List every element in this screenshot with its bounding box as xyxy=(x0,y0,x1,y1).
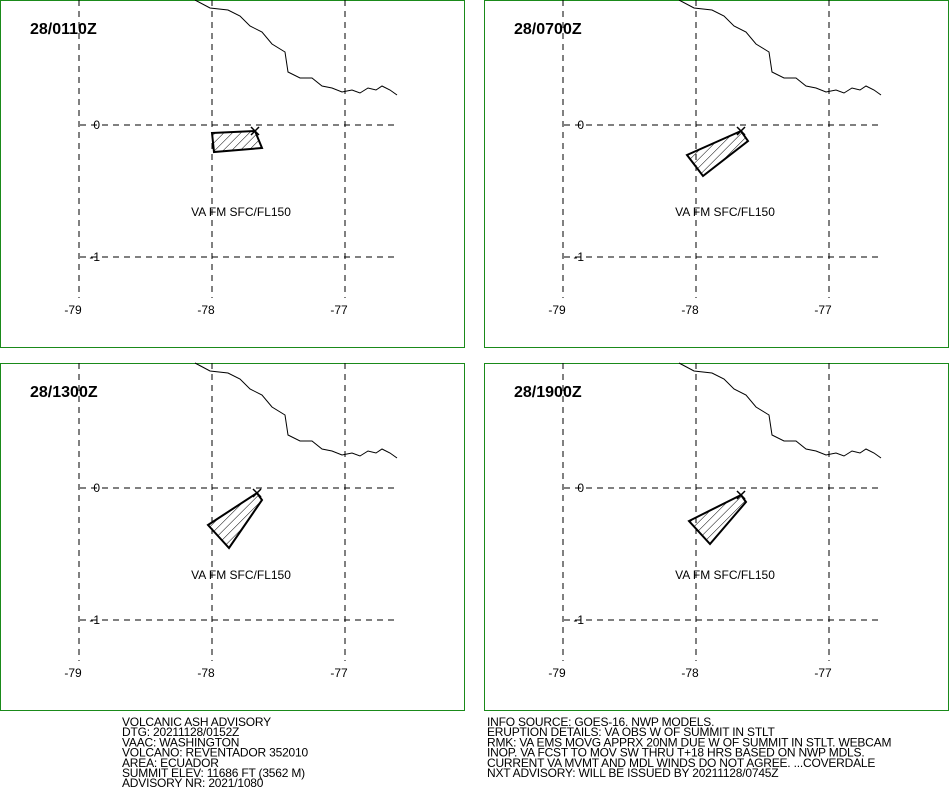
coastline xyxy=(194,362,398,459)
lat-label: -1 xyxy=(89,613,100,627)
map-panel: -79 -78 -77 0 -1 28/0110Z VA FM SFC/FL150 xyxy=(0,0,465,348)
lat-label: -1 xyxy=(573,613,584,627)
map-panel: -79 -78 -77 0 -1 28/0700Z VA FM SFC/FL150 xyxy=(484,0,949,348)
ash-level: VA FM SFC/FL150 xyxy=(675,205,775,219)
advisory-line: RMK: VA EMS MOVG APPRX 20NM DUE W OF SUM… xyxy=(487,735,891,749)
lon-label: -79 xyxy=(64,303,82,317)
advisory-line: DTG: 20211128/0152Z xyxy=(122,725,239,739)
lon-label: -79 xyxy=(548,666,566,680)
ash-area xyxy=(685,129,750,178)
volcano-marker xyxy=(736,490,746,500)
coastline xyxy=(194,0,398,96)
lon-label: -79 xyxy=(64,666,82,680)
lon-label: -77 xyxy=(814,303,832,317)
panel-border xyxy=(0,0,465,348)
lat-label: -1 xyxy=(89,250,100,264)
advisory-line: INOP. VA FCST TO MOV SW THRU T+18 HRS BA… xyxy=(487,746,864,760)
lat-label: 0 xyxy=(93,481,100,495)
advisory-line: SUMMIT ELEV: 11686 FT (3562 M) xyxy=(122,766,305,780)
lat-label: 0 xyxy=(93,118,100,132)
lon-label: -77 xyxy=(814,666,832,680)
volcano-marker xyxy=(250,126,260,136)
lon-label: -78 xyxy=(681,666,699,680)
ash-area xyxy=(687,493,748,546)
lon-label: -78 xyxy=(681,303,699,317)
advisory-line: INFO SOURCE: GOES-16. NWP MODELS. xyxy=(487,715,714,729)
advisory-line: VOLCANIC ASH ADVISORY xyxy=(122,715,271,729)
advisory-line: ERUPTION DETAILS: VA OBS W OF SUMMIT IN … xyxy=(487,725,776,739)
advisory-line: VAAC: WASHINGTON xyxy=(122,735,239,749)
panel-border xyxy=(484,0,949,348)
ash-level: VA FM SFC/FL150 xyxy=(191,568,291,582)
volcano-marker xyxy=(736,126,746,136)
ash-level: VA FM SFC/FL150 xyxy=(191,205,291,219)
map-panel: -79 -78 -77 0 -1 28/1900Z VA FM SFC/FL150 xyxy=(484,362,949,711)
lat-label: -1 xyxy=(573,250,584,264)
lon-label: -77 xyxy=(330,666,348,680)
valid-time: 28/0700Z xyxy=(514,21,582,38)
coastline xyxy=(678,362,882,459)
advisory-line: AREA: ECUADOR xyxy=(122,756,219,770)
lon-label: -78 xyxy=(197,666,215,680)
valid-time: 28/0110Z xyxy=(30,21,97,38)
volcano-marker xyxy=(252,488,262,498)
lat-label: 0 xyxy=(577,118,584,132)
ash-area xyxy=(206,491,264,550)
advisory-line: ADVISORY NR: 2021/1080 xyxy=(122,776,264,790)
map-panel: -79 -78 -77 0 -1 28/1300Z VA FM SFC/FL150 xyxy=(0,362,465,711)
ash-level: VA FM SFC/FL150 xyxy=(675,568,775,582)
advisory-line: VOLCANO: REVENTADOR 352010 xyxy=(122,746,309,760)
panel-border xyxy=(0,363,465,711)
lat-label: 0 xyxy=(577,481,584,495)
lon-label: -79 xyxy=(548,303,566,317)
coastline xyxy=(678,0,882,96)
lon-label: -77 xyxy=(330,303,348,317)
lon-label: -78 xyxy=(197,303,215,317)
advisory-line: NXT ADVISORY: WILL BE ISSUED BY 20211128… xyxy=(487,766,778,780)
panel-border xyxy=(484,363,949,711)
valid-time: 28/1300Z xyxy=(30,384,98,401)
ash-area xyxy=(210,129,264,154)
valid-time: 28/1900Z xyxy=(514,384,582,401)
advisory-line: CURRENT VA MVMT AND MDL WINDS DO NOT AGR… xyxy=(487,756,875,770)
